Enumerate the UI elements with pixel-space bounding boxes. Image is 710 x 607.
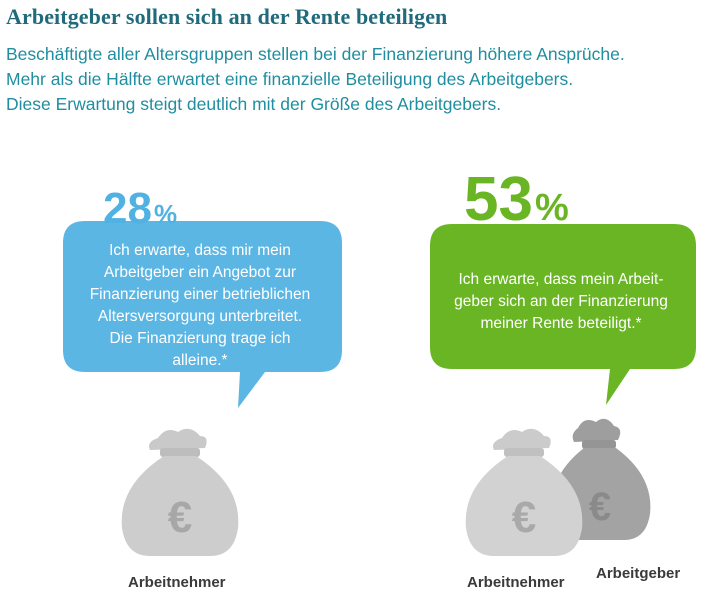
bubble-line: Altersversorgung unterbreitet. (97, 308, 303, 325)
percent-left-sign: % (153, 199, 178, 229)
money-bag-icon: € (121, 428, 239, 556)
subtitle-line: Diese Erwartung steigt deutlich mit der … (6, 94, 502, 114)
speech-bubble-left (63, 221, 342, 408)
label-arbeitgeber: Arbeitgeber (596, 565, 681, 582)
euro-icon: € (589, 485, 611, 529)
bubble-line: geber sich an der Finanzierung (454, 293, 668, 310)
subtitle: Beschäftigte aller Altersgruppen stellen… (6, 42, 706, 117)
money-bag-icon: € (465, 428, 583, 556)
bubble-line: Finanzierung einer betrieblichen (89, 286, 311, 303)
percent-right-sign: % (534, 187, 569, 229)
percent-left: 28% (103, 184, 177, 234)
subtitle-line: Mehr als die Hälfte erwartet eine finanz… (6, 69, 574, 89)
page-title: Arbeitgeber sollen sich an der Rente bet… (6, 4, 448, 29)
percent-right: 53% (464, 164, 569, 235)
subtitle-line: Beschäftigte aller Altersgruppen stellen… (6, 44, 625, 64)
bubble-line: alleine.* (172, 352, 228, 369)
bubble-line: Die Finanzierung trage ich (109, 330, 291, 347)
bubble-right-text: Ich erwarte, dass mein Arbeit- geber sic… (427, 269, 695, 335)
bubble-line: Arbeitgeber ein Angebot zur (103, 264, 297, 281)
bubble-line: Ich erwarte, dass mir mein (109, 242, 291, 259)
percent-right-value: 53 (464, 165, 533, 234)
speech-bubble-right (430, 224, 696, 405)
euro-icon: € (168, 493, 192, 542)
percent-left-value: 28 (103, 184, 152, 233)
euro-icon: € (512, 493, 536, 542)
label-arbeitnehmer-right: Arbeitnehmer (467, 574, 565, 591)
bubble-line: Ich erwarte, dass mein Arbeit- (458, 271, 664, 288)
label-arbeitnehmer-left: Arbeitnehmer (128, 574, 226, 591)
money-bag-icon: € (551, 418, 651, 540)
bubble-line: meiner Rente beteiligt.* (480, 315, 642, 332)
bubble-left-text: Ich erwarte, dass mir mein Arbeitgeber e… (62, 240, 338, 372)
